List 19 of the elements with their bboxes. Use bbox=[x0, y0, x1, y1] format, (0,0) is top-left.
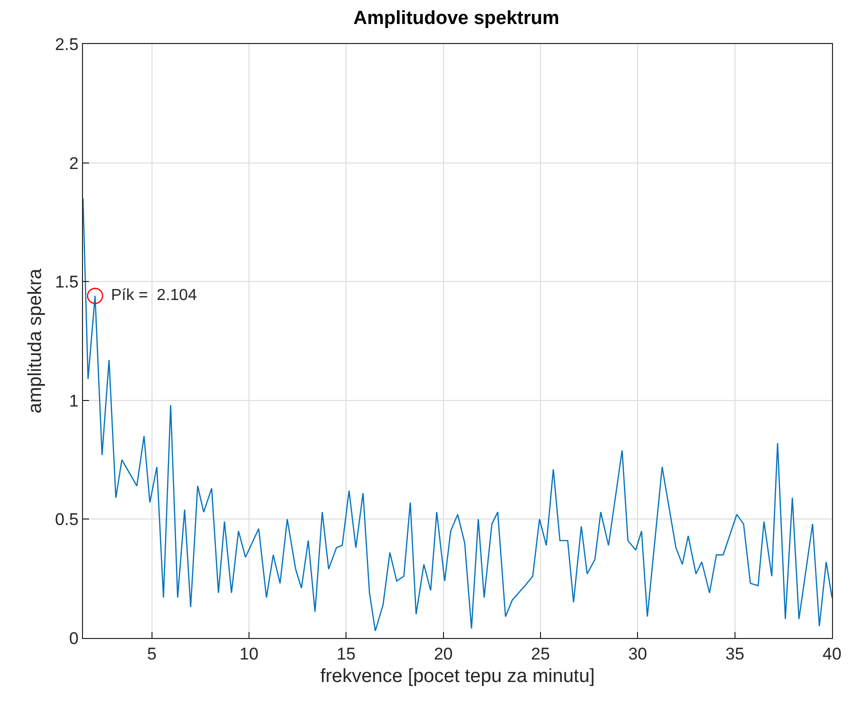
x-tick-label: 35 bbox=[725, 644, 744, 664]
y-tick-label: 2.5 bbox=[54, 34, 79, 54]
x-tick-label: 15 bbox=[336, 644, 356, 664]
y-tick-label: 0.5 bbox=[54, 510, 79, 530]
x-tick-label: 30 bbox=[628, 644, 648, 664]
y-axis-title: amplituda spekra bbox=[24, 268, 46, 414]
chart-title: Amplitudove spektrum bbox=[353, 8, 560, 30]
x-tick-label: 10 bbox=[240, 644, 258, 664]
x-tick-label: 5 bbox=[147, 644, 157, 664]
y-tick-label: 0 bbox=[69, 628, 79, 648]
y-tick-label: 2 bbox=[69, 154, 79, 173]
x-tick-label: 20 bbox=[434, 644, 453, 664]
x-axis-title: frekvence [pocet tepu za minutu] bbox=[320, 666, 595, 688]
x-tick-label: 40 bbox=[822, 644, 842, 664]
y-tick-label: 1.5 bbox=[54, 272, 79, 292]
x-tick-label: 25 bbox=[531, 644, 550, 664]
annotation: Pík = 2.104 bbox=[111, 287, 197, 304]
y-tick-label: 1 bbox=[69, 391, 79, 410]
line-series bbox=[83, 198, 832, 632]
